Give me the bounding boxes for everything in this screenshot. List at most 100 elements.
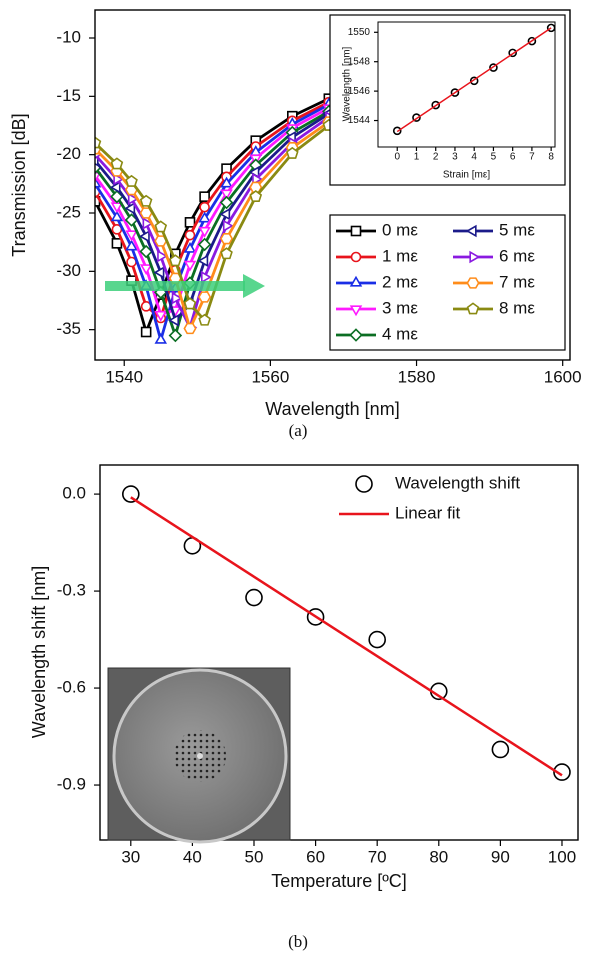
legend-label: 6 mε (499, 246, 535, 265)
legend-label: 4 mε (382, 324, 418, 343)
x-tick-label: 5 (491, 152, 497, 163)
y-tick-label: 1550 (348, 27, 371, 38)
marker (220, 189, 233, 201)
plot-area (392, 23, 555, 136)
marker (219, 195, 234, 210)
marker (198, 291, 212, 303)
y-tick-label: -25 (56, 202, 81, 221)
x-tick-label: 70 (368, 847, 387, 866)
x-tick-label: 8 (548, 152, 554, 163)
x-tick-label: 40 (183, 847, 202, 866)
y-axis-label: Transmission [dB] (9, 113, 29, 256)
y-tick-label: 1548 (348, 56, 371, 67)
x-tick-label: 6 (510, 152, 516, 163)
marker (121, 485, 140, 503)
marker (183, 297, 197, 310)
marker (220, 176, 233, 188)
legend-label: 5 mε (499, 220, 535, 239)
axes-frame (99, 464, 579, 841)
y-tick-label: 1544 (348, 115, 371, 126)
legend-marker (350, 225, 362, 237)
x-tick-label: 100 (548, 847, 576, 866)
axes-frame (94, 9, 571, 361)
marker (139, 194, 153, 207)
y-axis-label: Wavelength [nm] (342, 46, 353, 121)
marker (95, 136, 102, 149)
x-tick-label: 1560 (251, 367, 289, 386)
marker (154, 310, 168, 322)
marker (199, 201, 210, 213)
marker (95, 172, 102, 183)
marker (184, 229, 196, 241)
x-tick-label: 1580 (398, 367, 436, 386)
legend-marker (469, 250, 481, 264)
marker (184, 217, 196, 228)
marker (306, 608, 325, 626)
plot-area (121, 485, 571, 781)
x-tick-label: 2 (433, 152, 439, 163)
marker (168, 314, 179, 327)
fiber-cross-section-image (107, 667, 291, 844)
marker (553, 763, 571, 781)
marker (491, 740, 510, 759)
y-tick-label: -20 (56, 144, 81, 163)
legend-marker (466, 302, 480, 315)
x-tick-label: 4 (471, 152, 477, 163)
legend-label: 8 mε (499, 298, 535, 317)
marker (125, 239, 138, 251)
legend-marker (355, 475, 373, 493)
marker (183, 241, 197, 253)
x-tick-label: 1540 (105, 367, 143, 386)
legend-marker (349, 305, 363, 317)
marker (168, 328, 183, 343)
legend-marker (465, 224, 477, 238)
series-line (95, 100, 330, 320)
marker (139, 244, 153, 259)
marker (198, 226, 211, 238)
x-tick-label: 7 (529, 152, 535, 163)
marker (110, 157, 124, 170)
marker (220, 247, 233, 260)
x-tick-label: 1 (414, 152, 420, 163)
marker (138, 230, 150, 243)
legend-label: Linear fit (395, 503, 460, 522)
marker (219, 233, 234, 245)
legend-marker (350, 251, 362, 263)
series-line (396, 27, 552, 133)
y-tick-label: -30 (56, 261, 81, 280)
legend-label: 7 mε (499, 272, 535, 291)
x-tick-label: 90 (491, 847, 510, 866)
marker (245, 588, 263, 607)
y-tick-label: 1546 (348, 86, 371, 97)
legend-marker (466, 277, 480, 289)
x-tick-label: 0 (394, 152, 400, 163)
inset-frame (329, 14, 566, 186)
y-tick-label: -0.3 (57, 581, 86, 600)
marker (183, 260, 197, 272)
marker (157, 249, 168, 263)
marker (139, 264, 153, 276)
shift-arrow (105, 274, 265, 298)
marker (125, 174, 138, 187)
y-tick-label: -0.9 (57, 775, 86, 794)
marker (154, 220, 168, 233)
plot-area (95, 93, 337, 344)
marker (252, 172, 263, 186)
legend-marker (349, 328, 363, 342)
legend-marker (349, 275, 363, 287)
legend-label: Wavelength shift (395, 473, 520, 492)
x-tick-label: 3 (452, 152, 458, 163)
caption: (a) (289, 421, 308, 440)
y-axis-label: Wavelength shift [nm] (29, 566, 49, 738)
legend-label: 2 mε (382, 272, 418, 291)
marker (286, 146, 299, 159)
marker (198, 211, 211, 223)
legend-label: 1 mε (382, 246, 418, 265)
marker (110, 210, 124, 222)
marker (140, 326, 152, 338)
marker (111, 238, 123, 249)
marker (127, 192, 139, 206)
marker (125, 230, 138, 242)
marker (197, 237, 212, 252)
